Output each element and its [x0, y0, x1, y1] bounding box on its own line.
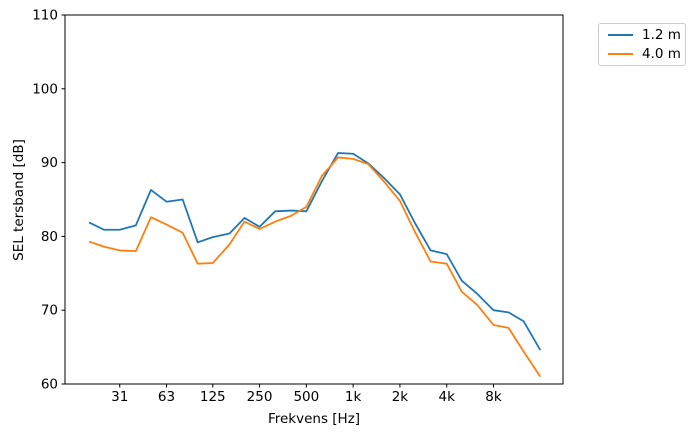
x-tick-label: 4k: [439, 389, 456, 405]
y-tick-label: 100: [32, 81, 58, 97]
x-tick-label: 31: [111, 389, 128, 405]
x-tick-label: 125: [200, 389, 226, 405]
y-tick-label: 60: [41, 377, 58, 393]
legend-item-label: 1.2 m: [642, 26, 681, 43]
series-line-1-2-m: [88, 152, 542, 351]
y-tick-label: 70: [41, 303, 58, 319]
x-tick-label: 500: [293, 389, 319, 405]
x-axis-label: Frekvens [Hz]: [268, 411, 360, 427]
axes-frame: [64, 14, 564, 385]
legend-item: 4.0 m: [608, 45, 681, 65]
legend-item-label: 4.0 m: [642, 46, 681, 63]
legend-line-swatch: [608, 33, 633, 36]
x-tick-label: 250: [247, 389, 273, 405]
y-tick-label: 110: [32, 8, 58, 24]
legend-line-swatch: [608, 53, 633, 56]
y-tick-label: 90: [41, 155, 58, 171]
series-line-4-0-m: [88, 156, 542, 378]
x-tick-label: 8k: [485, 389, 502, 405]
x-tick-label: 1k: [345, 389, 362, 405]
y-tick-label: 80: [41, 229, 58, 245]
legend-item: 1.2 m: [608, 25, 681, 45]
x-tick-label: 63: [158, 389, 175, 405]
legend: 1.2 m 4.0 m: [598, 23, 686, 66]
y-axis-label: SEL tersband [dB]: [11, 139, 27, 261]
x-tick-label: 2k: [392, 389, 409, 405]
